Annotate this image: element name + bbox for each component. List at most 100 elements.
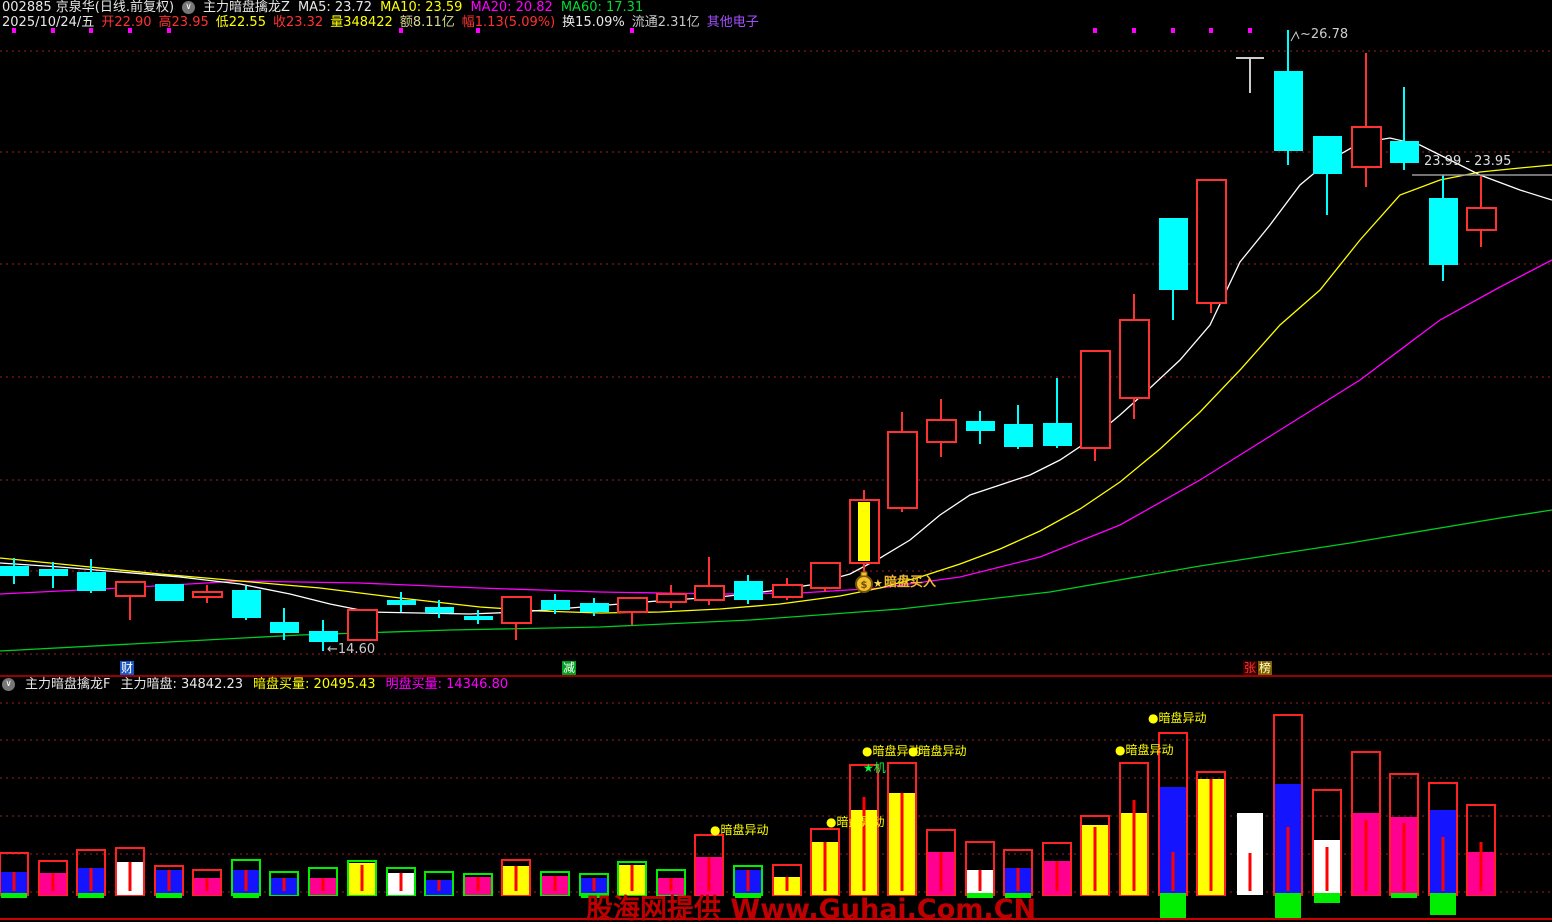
low: 低22.55 [215,15,266,30]
badge-jian: 减 [562,661,577,675]
candle-body-down [1159,218,1188,290]
volume-bar-green-base [1430,893,1456,915]
open: 开22.90 [101,15,152,30]
ma10-value: MA10: 23.59 [380,0,463,15]
ma5-value: MA5: 23.72 [297,0,373,15]
dark-pool-buy-label: 暗盘买入 [884,575,937,590]
volume-bar-centerline [244,870,248,891]
candle-body-down [966,421,995,431]
candle-body-down [734,581,763,600]
volume-bar-centerline [1171,852,1175,891]
candle-body-down [232,590,261,618]
volume-bar-green-base [1314,893,1340,903]
volume-bar-centerline [1402,823,1406,891]
zhuli-anpan: 主力暗盘: 34842.23 [120,677,244,692]
signal-dot [51,28,55,33]
ma20-value: MA20: 20.82 [470,0,553,15]
signal-dot [12,28,16,33]
opportunity-label: ★机 [863,761,886,775]
chevron-circle-icon[interactable]: ∨ [2,678,15,691]
candle-body-down [1043,423,1072,446]
candle-body-down [1004,424,1033,447]
candle-body-down [270,622,299,633]
turnover: 换15.09% [562,15,625,30]
candle-body-up [887,431,918,509]
signal-dot [1132,28,1136,33]
anomaly-label: ●暗盘异动 [1115,743,1174,757]
candle-body-up [772,584,803,598]
candle-body-up [926,419,957,443]
anomaly-label: ●暗盘异动 [908,744,967,758]
buy-star-icon: ★ [873,577,883,590]
candle-body-up [694,585,725,601]
volume: 量348422 [330,15,393,30]
ma60-line [0,509,1552,652]
volume-bar-centerline [1364,820,1368,891]
volume-bar-centerline [205,878,209,891]
money-bag-dollar: $ [861,580,868,591]
candle-body-down [1390,141,1419,163]
volume-bar-green-base [78,893,104,898]
volume-bar-green-base [233,893,259,898]
candle-body-down [309,631,338,642]
candle-body-down [39,569,68,576]
signal-dot [399,28,403,33]
signal-dot [1093,28,1097,33]
volume-bar-centerline [553,876,557,891]
amount: 额8.11亿 [399,15,455,30]
volume-bar-green-base [967,893,993,898]
chevron-circle-icon[interactable]: ∨ [182,1,196,14]
volume-bar-green-base [1160,893,1186,918]
candle-body-up [501,596,532,624]
price-range-label: 23.99 - 23.95 [1424,154,1512,169]
candle-body-up [1466,207,1497,231]
volume-bar-centerline [1248,853,1252,891]
volume-bar-centerline [823,842,827,891]
candle-body-down [1313,136,1342,174]
candle-body-down [0,566,29,576]
volume-bar-centerline [707,857,711,891]
volume-bar-centerline [1055,861,1059,891]
volume-bar-green-base [1,893,27,898]
ma60-value: MA60: 17.31 [560,0,644,15]
candle-body-up [115,581,146,597]
anomaly-label: ●暗盘异动 [862,744,921,758]
volume-bar-centerline [1132,800,1136,891]
candle-body-up [1196,179,1227,304]
volume-bar-centerline [89,868,93,891]
watermark: 股海网提供 Www.Guhai.Com.CN [586,894,1037,922]
volume-bar-centerline [1325,847,1329,891]
candle-body-up [347,609,378,641]
indicator1-name: 主力暗盘擒龙Z [203,0,290,15]
indicator2-header: ∨ 主力暗盘擒龙F 主力暗盘: 34842.23 暗盘买量: 20495.43 明盘买量… [2,677,508,692]
candle-body-up [1351,126,1382,168]
volume-bar-centerline [746,870,750,891]
signal-dot [630,28,634,33]
high: 高23.95 [158,15,209,30]
float-shares: 流通2.31亿 [631,15,700,30]
ma10-line [0,164,1552,614]
candle-body-down [464,616,493,620]
date: 2025/10/24/五 [2,15,95,30]
signal-dot [1209,28,1213,33]
volume-bar-centerline [1209,779,1213,891]
candle-body-up [810,562,841,589]
stock-title: 002885 京泉华(日线.前复权) [2,0,175,15]
ma20-line [0,259,1552,595]
header-row-1: 002885 京泉华(日线.前复权) ∨ 主力暗盘擒龙Z MA5: 23.72 MA10… [2,0,643,15]
candle-body-down [1429,198,1458,265]
volume-bar-centerline [900,793,904,891]
volume-bar-centerline [321,878,325,891]
volume-bar-centerline [128,862,132,891]
anomaly-label: ●暗盘异动 [710,823,769,837]
signal-dot [128,28,132,33]
volume-bar-centerline [437,880,441,891]
volume-bar-centerline [514,866,518,891]
volume-bar-centerline [167,870,171,891]
volume-bar-centerline [592,878,596,891]
anomaly-label: ●暗盘异动 [826,815,885,829]
indicator2-name: 主力暗盘擒龙F [25,677,111,692]
candle-body-up [1119,319,1150,399]
